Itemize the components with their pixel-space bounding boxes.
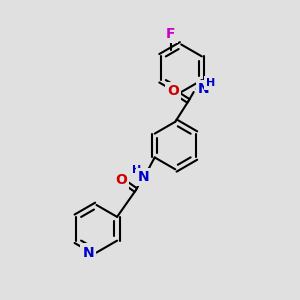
- Text: O: O: [115, 173, 127, 187]
- Text: N: N: [138, 170, 150, 184]
- Text: H: H: [206, 78, 215, 88]
- Text: F: F: [166, 27, 176, 41]
- Text: N: N: [198, 82, 209, 96]
- Text: N: N: [82, 245, 94, 260]
- Text: H: H: [132, 165, 141, 175]
- Text: O: O: [167, 84, 179, 98]
